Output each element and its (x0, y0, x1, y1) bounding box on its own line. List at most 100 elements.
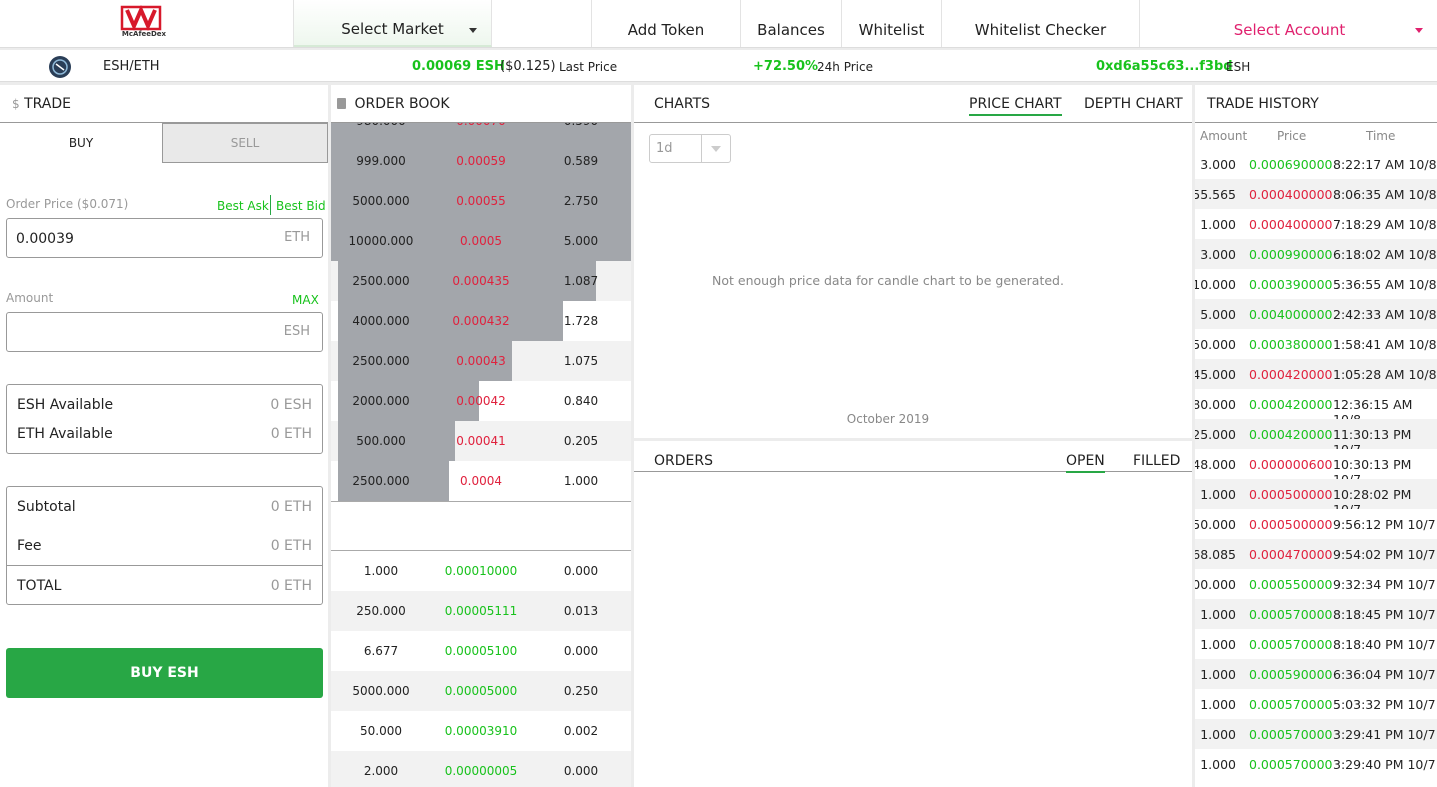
pair-name: ESH/ETH (103, 59, 160, 74)
ask-row[interactable]: 4000.000 0.000432 1.728 (331, 301, 631, 341)
trade-history-row[interactable]: 45.000 0.000420000 1:05:28 AM 10/8 (1195, 359, 1437, 389)
history-amount: 1.000 (1200, 667, 1236, 682)
buy-esh-button[interactable]: BUY ESH (6, 648, 323, 698)
trade-history-row[interactable]: 3.000 0.000690000 8:22:17 AM 10/8 (1195, 149, 1437, 179)
trade-history-header: TRADE HISTORY (1195, 85, 1437, 123)
last-price-label: Last Price (559, 60, 618, 74)
order-price-value: 0.00039 (16, 231, 74, 247)
amount-input[interactable]: ESH (6, 312, 323, 352)
ask-row[interactable]: 2500.000 0.000435 1.087 (331, 261, 631, 301)
ask-row[interactable]: 2000.000 0.00042 0.840 (331, 381, 631, 421)
orders-panel: ORDERS OPEN FILLED (634, 441, 1192, 787)
history-amount: 45.000 (1195, 367, 1236, 382)
esh-available-row: ESH Available 0 ESH (17, 397, 312, 413)
ask-total: 1.728 (563, 314, 599, 328)
history-time: 3:29:41 PM 10/7 (1333, 727, 1436, 742)
history-time: 1:58:41 AM 10/8 (1333, 337, 1437, 352)
history-amount: 25.000 (1195, 427, 1236, 442)
max-link[interactable]: MAX (292, 293, 319, 307)
ask-row[interactable]: 500.000 0.00041 0.205 (331, 421, 631, 461)
ask-row[interactable]: 5000.000 0.00055 2.750 (331, 181, 631, 221)
bid-row[interactable]: 5000.000 0.00005000 0.250 (331, 671, 631, 711)
change-value: +72.50% (753, 59, 819, 74)
trade-history-row[interactable]: 1.000 0.000400000 7:18:29 AM 10/8 (1195, 209, 1437, 239)
bids-list[interactable]: 1.000 0.00010000 0.000 250.000 0.00005111 0.0… (331, 551, 631, 787)
dollar-icon: $ (12, 97, 20, 111)
ask-row[interactable]: 980.0000.000700.590 (331, 123, 631, 141)
bid-row[interactable]: 1.000 0.00010000 0.000 (331, 551, 631, 591)
select-account-dropdown[interactable]: Select Account (1142, 0, 1437, 47)
order-price-unit: ETH (284, 230, 310, 245)
ask-total: 5.000 (563, 234, 599, 248)
chevron-down-icon (469, 28, 477, 33)
tab-depth-chart[interactable]: DEPTH CHART (1084, 96, 1183, 112)
chart-axis-label: October 2019 (846, 412, 930, 426)
trade-history-row[interactable]: 1.000 0.000590000 6:36:04 PM 10/7 (1195, 659, 1437, 689)
add-token-label: Add Token (627, 20, 705, 39)
col-amount: Amount (1200, 129, 1248, 143)
history-amount: 5000.000 (1195, 577, 1236, 592)
select-market-dropdown[interactable]: Select Market (294, 0, 492, 47)
history-price: 0.000400000 (1249, 187, 1333, 202)
history-amount: 3.000 (1200, 157, 1236, 172)
ask-amount: 2500.000 (352, 354, 410, 368)
ask-row[interactable]: 2500.000 0.00043 1.075 (331, 341, 631, 381)
trade-history-row[interactable]: 1.000 0.000570000 8:18:45 PM 10/7 (1195, 599, 1437, 629)
bid-row[interactable]: 250.000 0.00005111 0.013 (331, 591, 631, 631)
chevron-down-icon (711, 146, 721, 152)
amount-label: Amount (6, 291, 54, 305)
logo-area[interactable]: McAfeeDex (0, 0, 294, 47)
interval-select[interactable]: 1d (649, 134, 731, 163)
trade-history-row[interactable]: 3.000 0.000990000 6:18:02 AM 10/8 (1195, 239, 1437, 269)
order-price-input[interactable]: 0.00039 ETH (6, 218, 323, 258)
bid-row[interactable]: 6.677 0.00005100 0.000 (331, 631, 631, 671)
trade-header: $ TRADE (0, 85, 328, 123)
tab-filled[interactable]: FILLED (1133, 453, 1181, 469)
eth-available-label: ETH Available (17, 426, 113, 442)
balances-button[interactable]: Balances (741, 0, 842, 47)
tab-open[interactable]: OPEN (1066, 453, 1105, 473)
trade-history-row[interactable]: 1.000 0.000570000 5:03:32 PM 10/7 (1195, 689, 1437, 719)
add-token-button[interactable]: Add Token (592, 0, 741, 47)
bid-row[interactable]: 2.000 0.00000005 0.000 (331, 751, 631, 787)
trade-history-row[interactable]: 5.000 0.004000000 2:42:33 AM 10/8 (1195, 299, 1437, 329)
whitelist-button[interactable]: Whitelist (842, 0, 942, 47)
orders-title: ORDERS (654, 453, 713, 469)
token-address-link[interactable]: 0xd6a55c63...f3bd (1096, 59, 1233, 74)
history-amount: 50.000 (1195, 337, 1236, 352)
trade-history-row[interactable]: 10.000 0.000390000 5:36:55 AM 10/8 (1195, 269, 1437, 299)
trade-history-title: TRADE HISTORY (1207, 96, 1319, 112)
ask-row[interactable]: 999.000 0.00059 0.589 (331, 141, 631, 181)
bid-row[interactable]: 50.000 0.00003910 0.002 (331, 711, 631, 751)
ask-row[interactable]: 2500.000 0.0004 1.000 (331, 461, 631, 501)
ask-row[interactable]: 10000.000 0.0005 5.000 (331, 221, 631, 261)
trade-history-row[interactable]: 50.000 0.000500000 9:56:12 PM 10/7 (1195, 509, 1437, 539)
bid-total: 0.002 (563, 724, 599, 738)
history-time: 9:56:12 PM 10/7 (1333, 517, 1436, 532)
asks-list[interactable]: 980.0000.000700.590 999.000 0.00059 0.589 50… (331, 123, 631, 501)
tab-buy[interactable]: BUY (0, 123, 162, 163)
tab-price-chart[interactable]: PRICE CHART (969, 96, 1062, 116)
history-price: 0.000420000 (1249, 367, 1333, 382)
best-bid-link[interactable]: Best Bid (276, 199, 326, 213)
trade-history-row[interactable]: 50.000 0.000380000 1:58:41 AM 10/8 (1195, 329, 1437, 359)
tab-sell[interactable]: SELL (162, 123, 328, 163)
select-account-label: Select Account (1233, 20, 1346, 39)
ask-amount: 2000.000 (352, 394, 410, 408)
best-ask-link[interactable]: Best Ask (217, 199, 269, 213)
depth-bar (331, 141, 631, 181)
trade-history-row[interactable]: 1.000 0.000570000 3:29:41 PM 10/7 (1195, 719, 1437, 749)
trade-history-row[interactable]: 1.000 0.000570000 8:18:40 PM 10/7 (1195, 629, 1437, 659)
whitelist-checker-button[interactable]: Whitelist Checker (942, 0, 1140, 47)
history-time: 2:42:33 AM 10/8 (1333, 307, 1437, 322)
trade-history-row[interactable]: 1.000 0.000570000 3:29:40 PM 10/7 (1195, 749, 1437, 779)
total-row: TOTAL 0 ETH (17, 578, 312, 594)
